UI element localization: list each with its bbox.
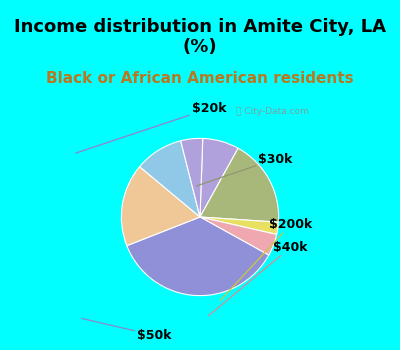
Text: $200k: $200k bbox=[220, 218, 312, 301]
Text: ⓘ City-Data.com: ⓘ City-Data.com bbox=[236, 107, 309, 116]
Wedge shape bbox=[200, 148, 279, 222]
Wedge shape bbox=[200, 138, 238, 217]
Text: $30k: $30k bbox=[196, 153, 293, 186]
Wedge shape bbox=[127, 217, 269, 296]
Text: $40k: $40k bbox=[208, 241, 308, 316]
Text: $20k: $20k bbox=[76, 102, 226, 153]
Text: $100k: $100k bbox=[0, 349, 1, 350]
Text: Black or African American residents: Black or African American residents bbox=[46, 71, 354, 86]
Wedge shape bbox=[140, 141, 200, 217]
Text: $60k: $60k bbox=[0, 349, 1, 350]
Wedge shape bbox=[181, 138, 203, 217]
Text: Income distribution in Amite City, LA
(%): Income distribution in Amite City, LA (%… bbox=[14, 18, 386, 56]
Wedge shape bbox=[121, 167, 200, 246]
Wedge shape bbox=[200, 217, 278, 234]
Wedge shape bbox=[200, 217, 277, 255]
Text: $50k: $50k bbox=[82, 318, 172, 342]
